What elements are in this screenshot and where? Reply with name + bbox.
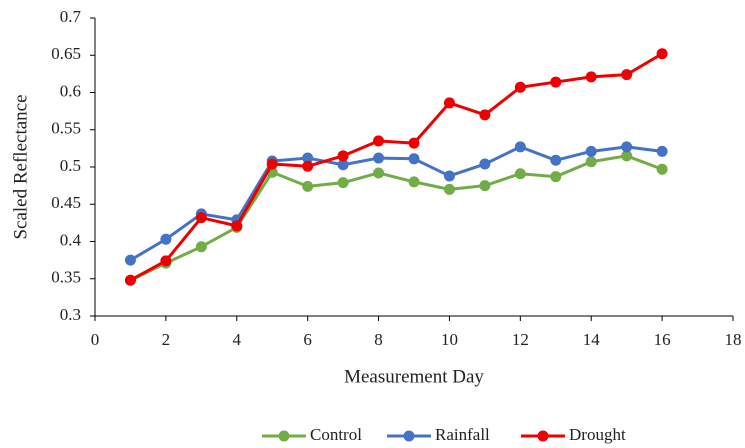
point <box>514 168 526 180</box>
point <box>550 76 562 88</box>
point <box>373 135 385 147</box>
x-tick-label: 14 <box>583 330 601 349</box>
point <box>337 177 349 189</box>
point <box>443 183 455 195</box>
point <box>479 180 491 192</box>
point <box>514 141 526 153</box>
point <box>195 241 207 253</box>
point <box>160 233 172 245</box>
x-tick-label: 10 <box>441 330 458 349</box>
y-axis-title: Scaled Reflectance <box>10 94 31 239</box>
y-tick-label: 0.45 <box>51 193 81 212</box>
series-line <box>129 52 663 282</box>
x-tick-label: 18 <box>725 330 742 349</box>
point <box>585 145 597 157</box>
legend-marker <box>403 430 415 442</box>
y-tick-label: 0.7 <box>60 7 82 26</box>
point <box>550 171 562 183</box>
y-tick-label: 0.4 <box>60 230 82 249</box>
point <box>550 154 562 166</box>
point <box>160 255 172 267</box>
point <box>621 141 633 153</box>
x-tick-label: 2 <box>162 330 171 349</box>
y-tick-label: 0.65 <box>51 44 81 63</box>
y-tick-label: 0.35 <box>51 268 81 287</box>
y-tick-label: 0.5 <box>60 156 81 175</box>
point <box>479 158 491 170</box>
legend-label: Rainfall <box>435 425 490 444</box>
point <box>302 152 314 164</box>
y-tick-label: 0.6 <box>60 81 81 100</box>
x-axis-title: Measurement Day <box>344 366 484 387</box>
point <box>656 145 668 157</box>
point <box>373 152 385 164</box>
legend-marker <box>278 430 290 442</box>
point <box>373 167 385 179</box>
point <box>656 48 668 60</box>
point <box>408 137 420 149</box>
point <box>337 150 349 162</box>
point <box>621 150 633 162</box>
point <box>443 97 455 109</box>
point <box>443 170 455 182</box>
x-tick-label: 12 <box>512 330 529 349</box>
legend-marker <box>537 430 549 442</box>
y-tick-label: 0.3 <box>60 305 81 324</box>
point <box>479 109 491 121</box>
x-tick-label: 6 <box>303 330 312 349</box>
series-line <box>129 154 663 282</box>
point <box>585 156 597 168</box>
point <box>124 274 136 286</box>
point <box>408 176 420 188</box>
legend-label: Drought <box>569 425 626 444</box>
series-line <box>129 145 663 262</box>
legend-label: Control <box>310 425 362 444</box>
x-tick-label: 8 <box>374 330 383 349</box>
point <box>656 163 668 175</box>
point <box>195 212 207 224</box>
point <box>231 220 243 232</box>
y-tick-label: 0.55 <box>51 119 81 138</box>
x-tick-label: 16 <box>654 330 671 349</box>
point <box>621 69 633 81</box>
point <box>337 159 349 171</box>
point <box>302 160 314 172</box>
point <box>585 71 597 83</box>
point <box>514 81 526 93</box>
point <box>266 158 278 170</box>
point <box>124 254 136 266</box>
x-tick-label: 0 <box>91 330 100 349</box>
point <box>302 180 314 192</box>
x-tick-label: 4 <box>233 330 242 349</box>
point <box>408 153 420 165</box>
